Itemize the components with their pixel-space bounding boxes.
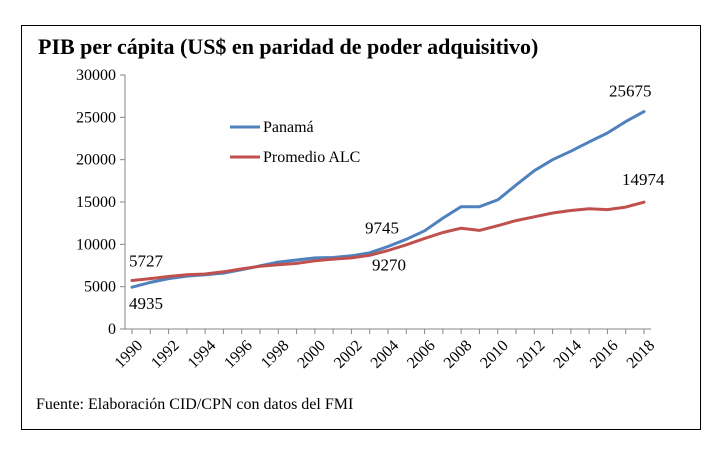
x-tick-label: 2002 <box>331 337 366 372</box>
x-tick-label: 1998 <box>258 337 293 372</box>
y-tick-label: 5000 <box>84 279 116 296</box>
x-tick-label: 2014 <box>550 337 585 372</box>
x-tick-label: 1990 <box>112 337 147 372</box>
data-label: 5727 <box>129 252 164 271</box>
data-annotations: 5727 4935 9745 9270 25675 14974 <box>129 82 665 314</box>
y-tick-label: 10000 <box>76 236 116 253</box>
y-tick-labels: 0 5000 10000 15000 20000 25000 30000 <box>76 67 116 338</box>
x-tick-label: 2008 <box>441 337 476 372</box>
y-tick-label: 15000 <box>76 194 116 211</box>
source-note: Fuente: Elaboración CID/CPN con datos de… <box>36 396 354 413</box>
series-line-promedio-alc <box>130 200 646 282</box>
y-tick-label: 25000 <box>76 109 116 126</box>
x-tick-label: 2000 <box>294 337 329 372</box>
x-tick-label: 1992 <box>148 337 183 372</box>
y-tick-label: 0 <box>108 321 116 338</box>
series-lines <box>130 110 646 289</box>
x-tick-label: 2018 <box>624 337 659 372</box>
axes <box>120 74 651 334</box>
data-label: 14974 <box>622 170 665 189</box>
data-label: 4935 <box>129 294 163 313</box>
x-tick-label: 2010 <box>477 337 512 372</box>
chart-title: PIB per cápita (US$ en paridad de poder … <box>38 34 539 59</box>
y-tick-label: 30000 <box>76 67 116 84</box>
data-label: 9745 <box>365 218 399 237</box>
legend-label: Promedio ALC <box>263 149 360 166</box>
x-tick-label: 2016 <box>587 337 622 372</box>
data-label: 25675 <box>609 82 652 101</box>
x-tick-label: 2006 <box>404 337 439 372</box>
legend: Panamá Promedio ALC <box>230 119 360 166</box>
x-tick-label: 2012 <box>514 337 549 372</box>
x-tick-label: 1996 <box>221 337 256 372</box>
x-tick-label: 1994 <box>185 337 220 372</box>
x-tick-label: 2004 <box>368 337 403 372</box>
data-label: 9270 <box>372 256 406 275</box>
chart-frame: 0 5000 10000 15000 20000 25000 30000 1990 1992 1… <box>21 25 701 430</box>
legend-label: Panamá <box>263 119 314 136</box>
x-tick-labels: 1990 1992 1994 1996 1998 2000 2002 2004 2006 2008… <box>112 337 659 372</box>
y-tick-label: 20000 <box>76 152 116 169</box>
